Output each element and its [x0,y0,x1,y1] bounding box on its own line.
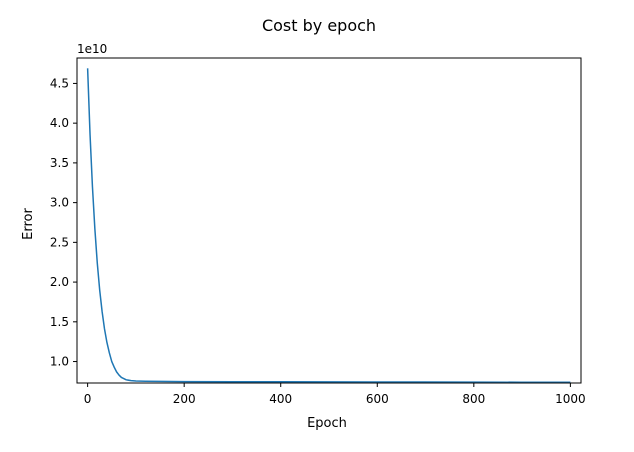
y-tick-label: 3.0 [50,196,69,210]
series-layer [86,68,571,383]
y-tick-label: 4.5 [50,76,69,90]
y-tick-label: 1.5 [50,315,69,329]
y-tick-label: 2.0 [50,275,69,289]
x-axis-title: Epoch [307,416,347,431]
y-tick-label: 2.5 [50,235,69,249]
x-axis-ticks: 0 200 400 600 800 1000 [84,383,586,406]
y-axis-offset-label: 1e10 [77,42,107,56]
x-tick-label: 800 [462,392,485,406]
chart-title: Cost by epoch [262,16,376,35]
cost-series-line [86,68,571,383]
x-tick-label: 400 [269,392,292,406]
y-tick-label: 1.0 [50,355,69,369]
y-axis-ticks: 1.0 1.5 2.0 2.5 3.0 3.5 4.0 4.5 [50,76,77,369]
plot-area-frame [76,57,582,384]
y-axis-title: Error [21,208,36,240]
x-tick-label: 0 [84,392,92,406]
x-tick-label: 600 [366,392,389,406]
x-tick-label: 1000 [555,392,586,406]
y-tick-label: 4.0 [50,116,69,130]
x-tick-label: 200 [173,392,196,406]
y-tick-label: 3.5 [50,156,69,170]
